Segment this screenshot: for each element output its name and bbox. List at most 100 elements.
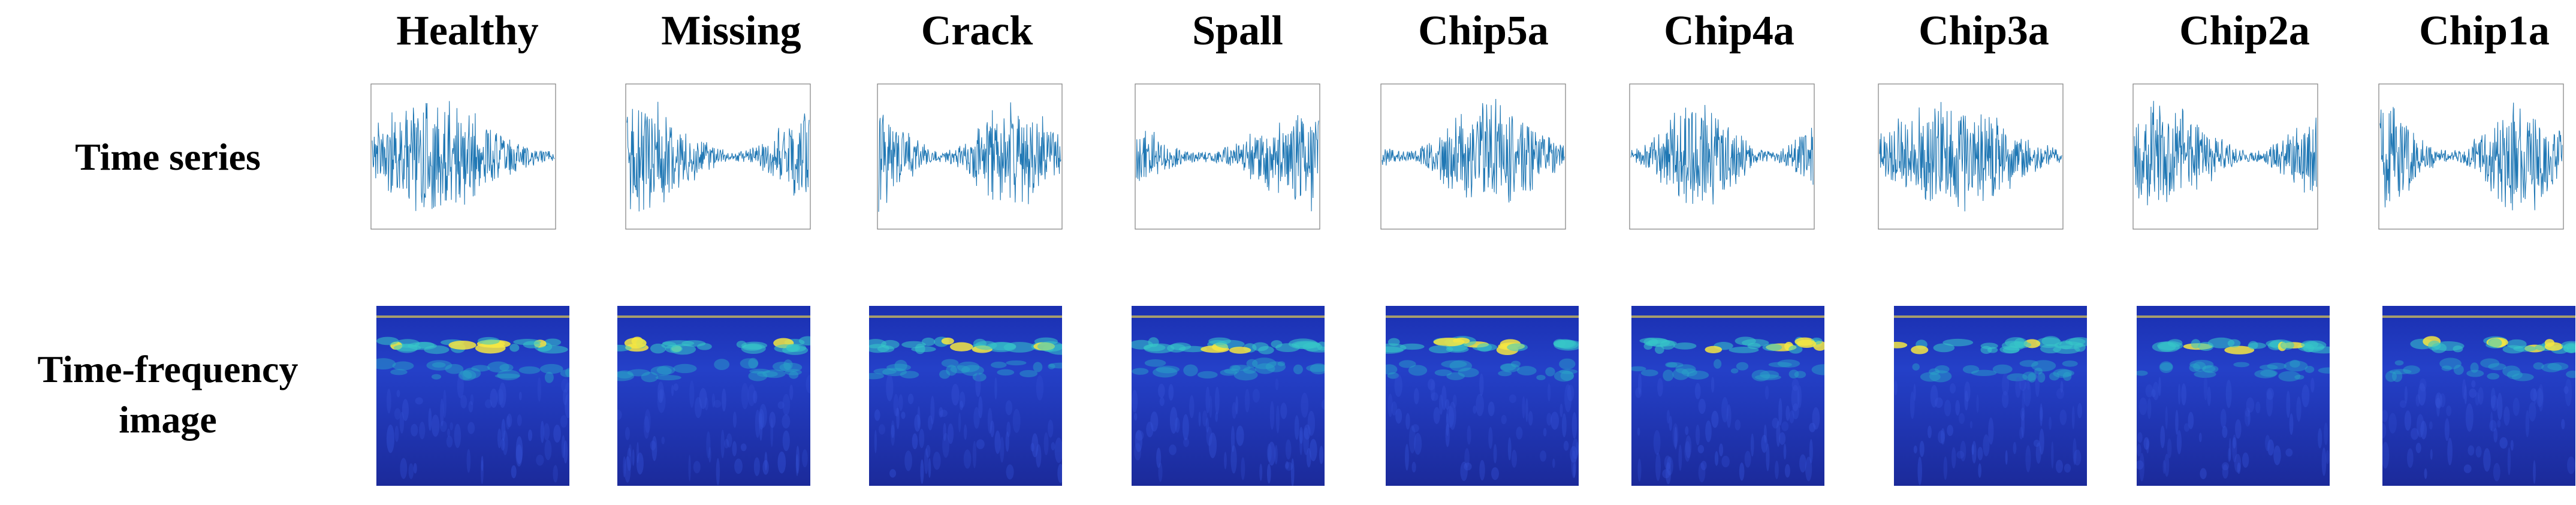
texture-mark: [2529, 402, 2536, 422]
texture-mark: [1387, 393, 1393, 417]
texture-mark: [789, 384, 794, 401]
texture-mark: [958, 412, 961, 432]
texture-mark: [1036, 444, 1042, 468]
texture-mark: [933, 451, 941, 470]
texture-mark: [1799, 454, 1806, 473]
texture-mark: [1958, 413, 1965, 424]
energy-blob: [1277, 361, 1286, 366]
energy-blob: [2389, 369, 2412, 375]
texture-mark: [2051, 441, 2054, 469]
texture-mark: [500, 438, 505, 451]
energy-blob: [1208, 337, 1231, 345]
texture-mark: [1685, 435, 1692, 459]
texture-mark: [1564, 384, 1572, 413]
signal-trace: [1381, 98, 1565, 203]
energy-blob: [2566, 370, 2575, 378]
spectrogram-graphic: [376, 306, 569, 486]
texture-mark: [2145, 384, 2153, 398]
time-series-graphic: [1629, 83, 1815, 230]
texture-mark: [544, 440, 552, 461]
texture-mark: [1947, 425, 1954, 437]
energy-blob: [779, 362, 803, 372]
texture-mark: [1763, 424, 1767, 443]
texture-mark: [1431, 392, 1438, 401]
column-title-crack: Crack: [921, 8, 1033, 54]
texture-mark: [716, 458, 720, 486]
energy-blob: [2488, 363, 2506, 371]
texture-mark: [734, 458, 743, 474]
texture-mark: [447, 428, 450, 437]
energy-blob: [376, 336, 399, 345]
energy-blob: [2284, 360, 2308, 372]
energy-blob: [1254, 363, 1275, 374]
texture-mark: [917, 406, 921, 429]
spectrogram-graphic: [2137, 306, 2330, 486]
energy-blob: [2037, 372, 2046, 383]
texture-mark: [2419, 378, 2427, 392]
texture-mark: [1927, 425, 1932, 438]
texture-mark: [470, 394, 474, 405]
texture-mark: [1543, 428, 1547, 437]
texture-mark: [2489, 420, 2497, 432]
spectrogram-graphic: [2382, 306, 2575, 486]
texture-mark: [1971, 444, 1974, 455]
texture-mark: [1943, 456, 1948, 480]
texture-mark: [2382, 441, 2390, 469]
texture-mark: [2013, 441, 2017, 455]
texture-mark: [1285, 461, 1289, 469]
texture-mark: [2071, 405, 2075, 429]
texture-mark: [1299, 429, 1303, 455]
texture-mark: [396, 389, 400, 398]
texture-mark: [2040, 407, 2043, 422]
texture-mark: [394, 425, 399, 442]
column-title-missing: Missing: [661, 8, 801, 54]
energy-blob: [1971, 369, 1997, 377]
energy-blob: [894, 359, 907, 372]
texture-mark: [2002, 390, 2009, 408]
texture-mark: [2483, 448, 2491, 472]
texture-mark: [2301, 384, 2310, 408]
texture-mark: [1441, 385, 1447, 410]
energy-blob: [463, 368, 481, 379]
texture-mark: [1411, 424, 1419, 432]
texture-mark: [1132, 389, 1138, 413]
texture-mark: [1183, 437, 1189, 447]
texture-mark: [411, 423, 418, 437]
texture-mark: [1573, 462, 1576, 478]
texture-mark: [536, 455, 544, 466]
energy-blob: [624, 338, 647, 348]
energy-blob: [1762, 343, 1782, 351]
energy-blob: [392, 361, 414, 371]
texture-mark: [1653, 429, 1661, 455]
texture-mark: [1405, 413, 1410, 430]
high-frequency-band: [617, 315, 810, 318]
texture-mark: [1977, 446, 1983, 461]
texture-mark: [2151, 389, 2156, 398]
time-frequency-image-chip3a: [1894, 306, 2087, 486]
time-series-plot-chip5a: [1373, 79, 1570, 236]
energy-blob: [2049, 372, 2060, 381]
texture-mark: [755, 409, 761, 438]
signal-trace: [2379, 103, 2563, 211]
texture-mark: [1146, 422, 1154, 438]
energy-blob: [740, 358, 759, 369]
texture-mark: [1956, 450, 1965, 459]
texture-mark: [2005, 450, 2008, 465]
energy-blob: [2159, 362, 2173, 371]
energy-blob: [673, 363, 697, 374]
texture-mark: [1805, 456, 1812, 482]
energy-blob: [544, 372, 554, 383]
energy-blob: [445, 363, 464, 374]
texture-mark: [925, 444, 931, 458]
texture-mark: [2022, 389, 2025, 416]
plot-frame: [1878, 83, 2064, 230]
energy-blob: [2053, 368, 2073, 378]
texture-mark: [1955, 399, 1960, 416]
time-series-graphic: [2132, 83, 2318, 230]
texture-mark: [1235, 396, 1238, 415]
texture-mark: [1944, 399, 1951, 417]
texture-mark: [2478, 387, 2484, 405]
texture-mark: [1208, 432, 1217, 459]
texture-mark: [2175, 410, 2179, 435]
time-frequency-image-crack: [869, 306, 1062, 486]
